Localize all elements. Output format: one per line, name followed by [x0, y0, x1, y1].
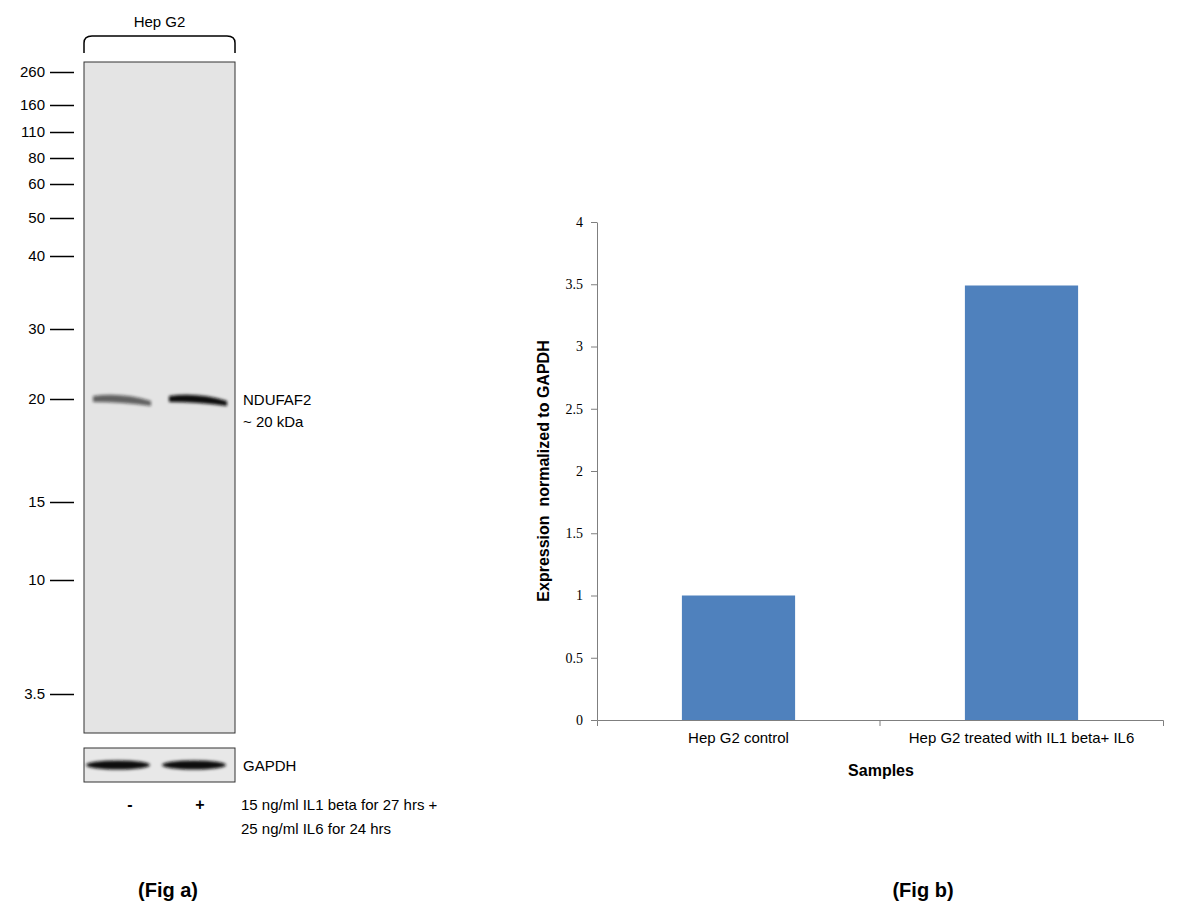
y-tick-label: 2 — [576, 464, 583, 479]
band — [169, 395, 227, 406]
ladder-tick-label: 110 — [21, 123, 45, 140]
x-tick-label: Hep G2 control — [688, 729, 789, 746]
ladder-tick-mark — [50, 158, 74, 160]
caption: (Fig a) — [138, 879, 198, 901]
y-tick-mark — [591, 284, 597, 285]
bar — [682, 596, 795, 721]
ladder-tick-mark — [50, 256, 74, 258]
ladder-tick-mark — [50, 218, 74, 220]
ladder-tick-mark — [50, 132, 74, 134]
band-label: NDUFAF2 — [243, 391, 311, 408]
y-tick-label: 1.5 — [566, 526, 584, 541]
y-tick-label: 0 — [576, 713, 583, 728]
ladder-tick-mark — [50, 580, 74, 582]
lane-sign: + — [195, 796, 204, 813]
y-axis: 0 0.5 1 1.5 2 2.5 3 3.5 4 — [566, 215, 598, 728]
ladder-tick-label: 160 — [20, 96, 45, 113]
y-tick-mark — [591, 409, 597, 410]
loading-strip — [84, 748, 235, 782]
bands — [93, 395, 227, 406]
y-tick-mark — [591, 720, 597, 721]
ladder-tick-mark — [50, 502, 74, 504]
y-tick-label: 1 — [576, 588, 583, 603]
category-separator — [880, 720, 881, 726]
ladder-tick-mark — [50, 184, 74, 186]
ladder-tick-mark — [50, 694, 74, 696]
y-tick: 4 — [576, 215, 597, 230]
ladder-tick-label: 50 — [28, 209, 45, 226]
lane-sign: - — [127, 796, 132, 813]
bar-panel: 0 0.5 1 1.5 2 2.5 3 3.5 4 Hep G2 control Hep G2 tr… — [535, 215, 1164, 901]
x-axis-title: Samples — [848, 762, 914, 779]
y-tick: 2 — [576, 464, 597, 479]
band — [93, 395, 151, 406]
figure: Hep G226016011080605040302015103.5NDUFAF… — [0, 0, 1187, 920]
band-label: ~ 20 kDa — [243, 413, 304, 430]
y-tick: 1.5 — [566, 526, 598, 541]
ladder-tick-label: 10 — [28, 571, 45, 588]
ladder-tick-label: 40 — [28, 247, 45, 264]
ladder-tick-label: 260 — [20, 63, 45, 80]
y-tick: 3 — [576, 339, 597, 354]
y-tick-mark — [591, 222, 597, 223]
ladder-tick: 50 — [28, 209, 74, 226]
ladder-tick: 260 — [20, 63, 74, 80]
ladder-tick: 110 — [21, 123, 74, 140]
y-tick: 3.5 — [566, 277, 598, 292]
ladder-tick-mark — [50, 329, 74, 331]
ladder-tick-mark — [50, 399, 74, 401]
y-tick-label: 4 — [576, 215, 583, 230]
caption: (Fig b) — [892, 879, 953, 901]
ladder-tick-label: 20 — [28, 390, 45, 407]
loading-band — [162, 761, 226, 770]
y-tick: 1 — [576, 588, 597, 603]
blot-title: Hep G2 — [134, 13, 186, 30]
y-tick-label: 3.5 — [566, 277, 584, 292]
y-tick-mark — [591, 596, 597, 597]
blot-panel: Hep G2 260 160 110 80 60 50 40 30 20 15 10 3.5 NDUFAF… — [20, 13, 438, 901]
x-axis: Hep G2 control Hep G2 treated with IL1 be… — [598, 720, 1164, 746]
ladder-axis: 260 160 110 80 60 50 40 30 20 15 10 3.5 — [20, 63, 74, 702]
y-tick-mark — [591, 533, 597, 534]
treatment-label: 25 ng/ml IL6 for 24 hrs — [241, 820, 391, 837]
treatment-label: 15 ng/ml IL1 beta for 27 hrs + — [241, 796, 438, 813]
y-axis-line — [597, 223, 598, 721]
ladder-tick-label: 3.5 — [24, 685, 45, 702]
ladder-tick: 10 — [28, 571, 74, 588]
y-tick-label: 2.5 — [566, 402, 584, 417]
ladder-tick: 15 — [28, 493, 74, 510]
y-tick: 0.5 — [566, 651, 598, 666]
y-tick: 2.5 — [566, 402, 598, 417]
bracket — [84, 36, 235, 53]
y-axis-title: Expression normalized to GAPDH — [535, 340, 552, 601]
y-tick-mark — [591, 471, 597, 472]
y-tick: 0 — [576, 713, 597, 728]
x-axis-line — [598, 721, 1164, 727]
ladder-tick-label: 60 — [28, 175, 45, 192]
ladder-tick: 3.5 — [24, 685, 74, 702]
ladder-tick: 30 — [28, 320, 74, 337]
y-tick-label: 3 — [576, 339, 583, 354]
y-tick-mark — [591, 658, 597, 659]
membrane — [84, 62, 235, 733]
x-tick: Hep G2 treated with IL1 beta+ IL6 — [909, 720, 1135, 746]
ladder-tick-mark — [50, 105, 74, 107]
loading-label: GAPDH — [243, 757, 296, 774]
ladder-tick: 20 — [28, 390, 74, 407]
loading-band — [86, 761, 150, 770]
ladder-tick-label: 30 — [28, 320, 45, 337]
bars — [682, 285, 1078, 720]
ladder-tick: 60 — [28, 175, 74, 192]
ladder-tick: 40 — [28, 247, 74, 264]
y-tick-mark — [591, 347, 597, 348]
bar — [965, 285, 1078, 720]
y-tick-label: 0.5 — [566, 651, 584, 666]
ladder-tick: 80 — [28, 149, 74, 166]
x-tick-label: Hep G2 treated with IL1 beta+ IL6 — [909, 729, 1135, 746]
ladder-tick: 160 — [20, 96, 74, 113]
x-tick: Hep G2 control — [688, 720, 789, 746]
ladder-tick-label: 15 — [28, 493, 45, 510]
ladder-tick-mark — [50, 72, 74, 74]
ladder-tick-label: 80 — [28, 149, 45, 166]
